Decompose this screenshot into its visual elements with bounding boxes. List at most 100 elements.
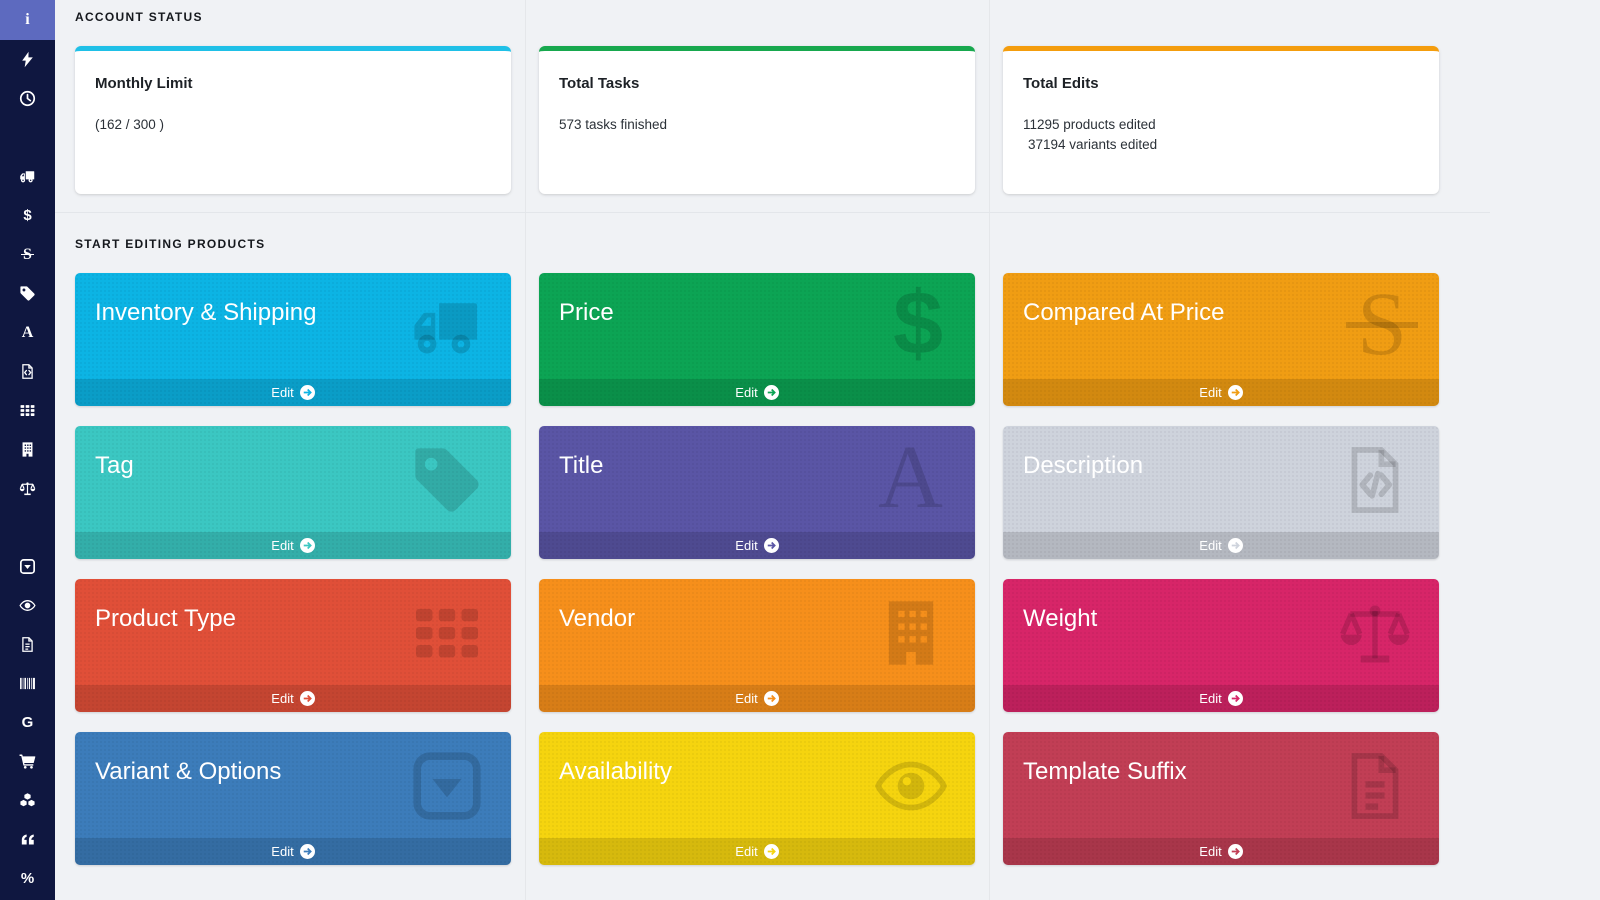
- dollar-icon: $: [23, 207, 32, 224]
- edit-card-availability[interactable]: Availability Edit: [539, 732, 975, 865]
- edit-card-label: Description: [1023, 452, 1144, 479]
- cubes-icon: [19, 792, 36, 809]
- edit-card-label: Template Suffix: [1023, 758, 1187, 785]
- arrow-circle-right-icon: [299, 538, 315, 553]
- edit-button[interactable]: Edit: [75, 838, 511, 865]
- sidebar-item-title[interactable]: A: [0, 313, 55, 352]
- edit-button[interactable]: Edit: [1003, 532, 1439, 559]
- edit-card-label: Inventory & Shipping: [95, 299, 317, 326]
- tag-icon: [19, 285, 36, 302]
- arrow-circle-right-icon: [763, 538, 779, 553]
- sidebar-item-description[interactable]: [0, 352, 55, 391]
- status-card-title: Monthly Limit: [95, 75, 193, 92]
- sidebar-item-info[interactable]: i: [0, 0, 55, 40]
- file-alt-icon: [19, 636, 36, 653]
- truck-icon: [409, 289, 485, 365]
- sidebar-item-vendor[interactable]: [0, 430, 55, 469]
- sidebar-item-weight[interactable]: [0, 469, 55, 508]
- edit-card-label: Vendor: [559, 605, 636, 632]
- balance-scale-icon: [1337, 595, 1413, 671]
- status-card-value: (162 / 300 ): [95, 117, 165, 132]
- sidebar-item-template-suffix[interactable]: [0, 625, 55, 664]
- sidebar-item-discount[interactable]: %: [0, 859, 55, 898]
- edit-button[interactable]: Edit: [1003, 379, 1439, 406]
- edit-card-label: Price: [559, 299, 614, 326]
- file-alt-icon: [1337, 748, 1413, 824]
- balance-scale-icon: [19, 480, 36, 497]
- google-icon: G: [21, 714, 34, 731]
- cart-icon: [19, 753, 36, 770]
- edit-button[interactable]: Edit: [539, 532, 975, 559]
- percent-icon: %: [20, 870, 35, 887]
- strikethrough-price-icon: S: [21, 245, 34, 263]
- section-divider: [55, 212, 1490, 213]
- edit-card-tag[interactable]: Tag Edit: [75, 426, 511, 559]
- sidebar-item-variant-options[interactable]: [0, 547, 55, 586]
- edit-button[interactable]: Edit: [75, 532, 511, 559]
- arrow-circle-right-icon: [763, 385, 779, 400]
- arrow-circle-right-icon: [1227, 691, 1243, 706]
- sidebar-item-history[interactable]: [0, 79, 55, 118]
- edit-button[interactable]: Edit: [539, 685, 975, 712]
- status-card-value: 37194 variants edited: [1028, 137, 1158, 152]
- sidebar-item-tag[interactable]: [0, 274, 55, 313]
- sidebar-item-inventory-shipping[interactable]: [0, 157, 55, 196]
- edit-button[interactable]: Edit: [75, 685, 511, 712]
- sidebar-item-compared-at-price[interactable]: S: [0, 235, 55, 274]
- sidebar: i $ S A G: [0, 0, 55, 900]
- edit-card-weight[interactable]: Weight Edit: [1003, 579, 1439, 712]
- edit-button[interactable]: Edit: [539, 838, 975, 865]
- edit-card-label: Availability: [559, 758, 672, 785]
- building-icon: [19, 441, 36, 458]
- edit-card-product-type[interactable]: Product Type Edit: [75, 579, 511, 712]
- edit-card-inventory-shipping[interactable]: Inventory & Shipping Edit: [75, 273, 511, 406]
- edit-card-label: Compared At Price: [1023, 299, 1225, 326]
- edit-card-label: Product Type: [95, 605, 236, 632]
- main-content: ACCOUNT STATUS Monthly Limit (162 / 300 …: [55, 0, 1600, 900]
- sidebar-item-quotes[interactable]: [0, 820, 55, 859]
- edit-card-label: Tag: [95, 452, 134, 479]
- dollar-icon: $: [892, 274, 943, 374]
- grid-icon: [409, 595, 485, 671]
- start-editing-heading: START EDITING PRODUCTS: [75, 237, 266, 251]
- arrow-circle-right-icon: [299, 385, 315, 400]
- font-icon: A: [878, 428, 943, 527]
- edit-card-label: Weight: [1023, 605, 1098, 632]
- sidebar-item-availability[interactable]: [0, 586, 55, 625]
- edit-button[interactable]: Edit: [539, 379, 975, 406]
- status-card-value: 11295 products edited: [1023, 117, 1156, 132]
- edit-card-description[interactable]: Description Edit: [1003, 426, 1439, 559]
- arrow-circle-right-icon: [299, 691, 315, 706]
- sidebar-item-google[interactable]: G: [0, 703, 55, 742]
- edit-card-label: Title: [559, 452, 604, 479]
- info-icon: i: [25, 11, 30, 28]
- file-code-icon: [1337, 442, 1413, 518]
- sidebar-item-barcode[interactable]: [0, 664, 55, 703]
- edit-card-variant-options[interactable]: Variant & Options Edit: [75, 732, 511, 865]
- column-divider: [989, 0, 990, 900]
- status-card-row: Monthly Limit (162 / 300 ) Total Tasks 5…: [75, 46, 1600, 194]
- edit-card-compared-at-price[interactable]: Compared At Price S Edit: [1003, 273, 1439, 406]
- status-card-title: Total Edits: [1023, 75, 1099, 92]
- edit-card-vendor[interactable]: Vendor Edit: [539, 579, 975, 712]
- building-icon: [873, 595, 949, 671]
- sidebar-item-tasks[interactable]: [0, 40, 55, 79]
- sidebar-item-bundles[interactable]: [0, 781, 55, 820]
- sidebar-item-product-type[interactable]: [0, 391, 55, 430]
- quote-icon: [19, 831, 36, 848]
- edit-card-grid: Inventory & Shipping Edit Price $ Edit C…: [75, 273, 1600, 865]
- strikethrough-price-icon: S: [1345, 275, 1419, 374]
- grid-icon: [19, 402, 36, 419]
- monthly-limit-card: Monthly Limit (162 / 300 ): [75, 46, 511, 194]
- arrow-circle-right-icon: [1227, 538, 1243, 553]
- arrow-circle-right-icon: [1227, 844, 1243, 859]
- edit-card-title[interactable]: Title A Edit: [539, 426, 975, 559]
- font-icon: A: [21, 323, 34, 341]
- edit-card-price[interactable]: Price $ Edit: [539, 273, 975, 406]
- edit-button[interactable]: Edit: [75, 379, 511, 406]
- edit-card-template-suffix[interactable]: Template Suffix Edit: [1003, 732, 1439, 865]
- edit-button[interactable]: Edit: [1003, 838, 1439, 865]
- edit-button[interactable]: Edit: [1003, 685, 1439, 712]
- sidebar-item-cart[interactable]: [0, 742, 55, 781]
- sidebar-item-price[interactable]: $: [0, 196, 55, 235]
